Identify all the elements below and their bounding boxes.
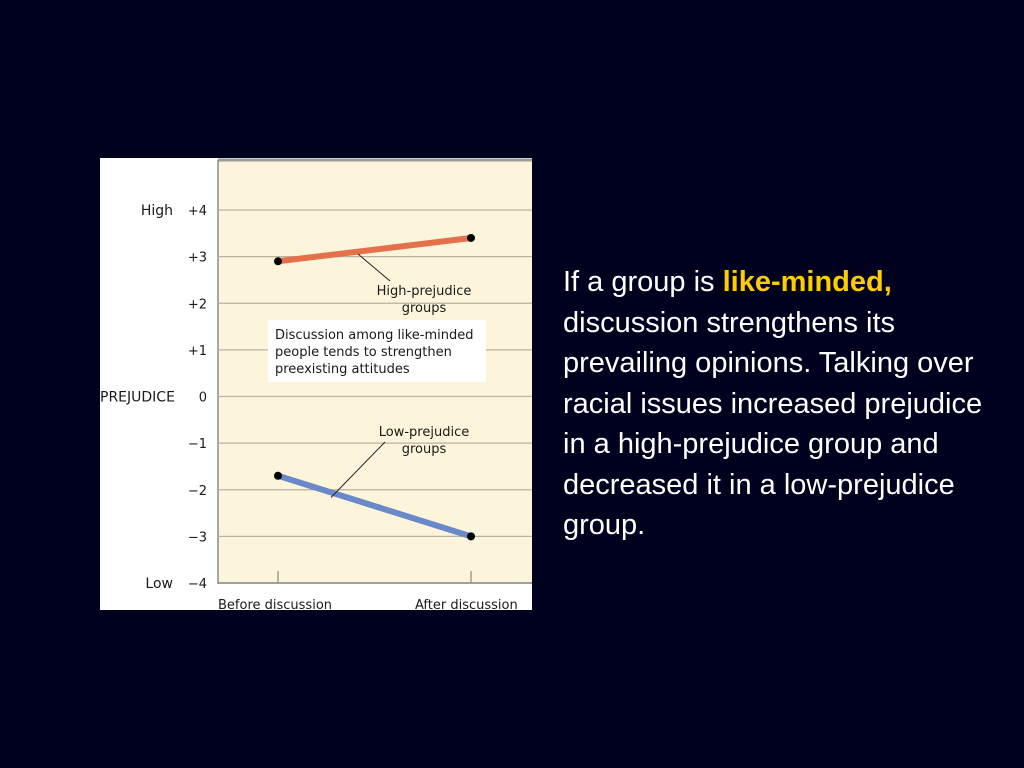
y-tick-label: −3: [188, 530, 207, 545]
y-tick-label: +1: [188, 344, 207, 359]
data-point: [467, 233, 475, 242]
annotation-box: [268, 320, 486, 382]
annotation-text: Discussion among like-minded: [275, 328, 473, 343]
y-tick-label: +3: [188, 251, 207, 266]
caption-text: If a group is like-minded, discussion st…: [563, 262, 1003, 546]
x-category-label: After discussion: [415, 598, 518, 610]
low-prejudice-label: Low-prejudice: [379, 425, 469, 440]
high-prejudice-leader: [357, 253, 391, 282]
caption-lead: If a group is: [563, 266, 723, 298]
data-point: [467, 532, 475, 541]
y-tick-label: 0: [199, 391, 207, 406]
data-point: [274, 257, 282, 266]
low-prejudice-line: [277, 472, 472, 540]
caption-highlight: like-minded,: [722, 266, 892, 298]
y-tick-label: −2: [188, 484, 207, 499]
low-prejudice-leader: [330, 441, 386, 498]
y-tick-label: +2: [188, 297, 207, 312]
annotation-text: people tends to strengthen: [275, 345, 452, 360]
x-category-label: Before discussion: [218, 598, 332, 610]
y-tick-label: −4: [188, 577, 207, 592]
y-tick-label: +4: [188, 204, 207, 219]
high-prejudice-label: High-prejudice: [377, 284, 472, 299]
y-tick-label: −1: [188, 437, 207, 452]
annotation-text: preexisting attitudes: [275, 362, 410, 377]
low-prejudice-label: groups: [402, 442, 447, 457]
caption-rest: discussion strengthens its prevailing op…: [563, 306, 983, 542]
high-prejudice-label: groups: [402, 301, 447, 316]
y-high-label: High: [141, 203, 173, 219]
prejudice-line-chart: +4 +3 +2 +1 0 −1 −2 −3 −4 High Low PREJUDICE Before …: [100, 158, 532, 610]
data-point: [274, 471, 282, 480]
y-axis-title: PREJUDICE: [100, 390, 175, 406]
chart-figure: +4 +3 +2 +1 0 −1 −2 −3 −4 High Low PREJUDICE Before …: [100, 158, 532, 610]
y-low-label: Low: [145, 576, 173, 592]
high-prejudice-line: [277, 234, 472, 265]
